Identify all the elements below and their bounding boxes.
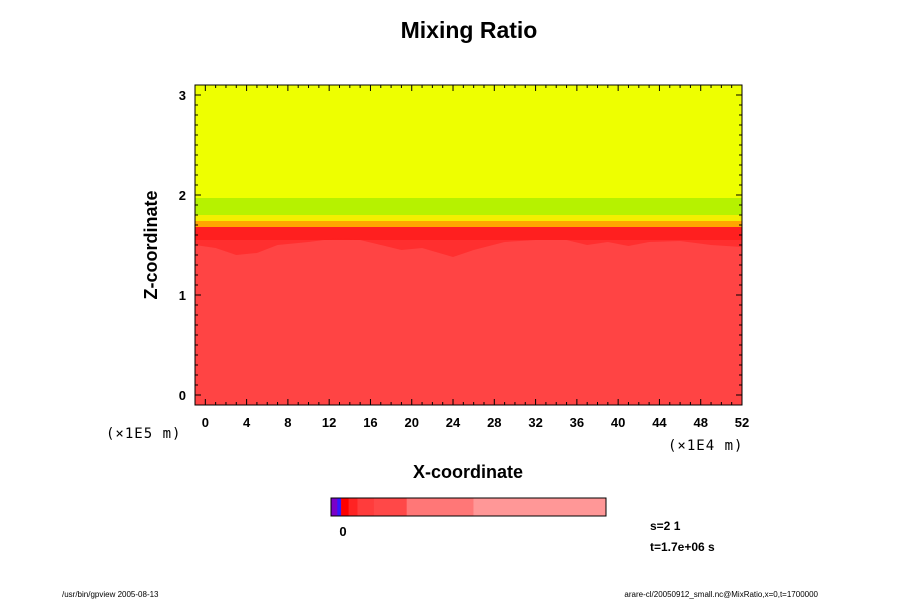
x-tick-label: 20 <box>405 415 419 430</box>
colorbar-segment <box>337 498 342 516</box>
x-tick-label: 12 <box>322 415 336 430</box>
x-axis-ticks: 0 4 8 12 16 20 24 28 32 36 40 44 48 52 <box>194 85 749 430</box>
layer-interface-orange <box>195 221 742 227</box>
x-tick-label: 32 <box>528 415 542 430</box>
x-axis-unit: (×1E4 m) <box>668 438 743 454</box>
colorbar-segment <box>473 498 607 516</box>
interface-mixing-zone <box>195 235 742 257</box>
time-label: t=1.7e+06 s <box>650 540 715 554</box>
mixing-ratio-field <box>195 85 742 405</box>
y-tick-label: 3 <box>179 88 186 103</box>
x-tick-label: 36 <box>570 415 584 430</box>
colorbar-segment <box>341 498 349 516</box>
y-tick-label: 0 <box>179 388 186 403</box>
s-label: s=2 1 <box>650 519 681 533</box>
x-tick-label: 8 <box>284 415 291 430</box>
y-axis-unit: (×1E5 m) <box>106 426 181 442</box>
x-tick-label: 28 <box>487 415 501 430</box>
colorbar-tick-label: 0 <box>339 524 346 539</box>
plot-area <box>194 84 743 406</box>
x-tick-label: 0 <box>202 415 209 430</box>
colorbar-segment <box>331 498 338 516</box>
x-axis-label: X-coordinate <box>413 462 523 482</box>
x-tick-label: 16 <box>363 415 377 430</box>
y-axis-ticks: 0 1 2 3 <box>179 84 742 406</box>
colorbar-frame <box>330 497 607 517</box>
chart-title: Mixing Ratio <box>401 17 538 43</box>
x-tick-label: 40 <box>611 415 625 430</box>
colorbar-segment <box>357 498 375 516</box>
footer-right: arare-cl/20050912_small.nc@MixRatio,x=0,… <box>624 590 818 599</box>
y-axis-label: Z-coordinate <box>141 190 161 299</box>
footer-left: /usr/bin/gpview 2005-08-13 <box>62 590 159 599</box>
layer-upper <box>195 85 742 198</box>
layer-lower <box>195 240 742 405</box>
y-tick-label: 1 <box>179 288 186 303</box>
x-tick-label: 4 <box>243 415 251 430</box>
x-tick-label: 44 <box>652 415 667 430</box>
x-tick-label: 52 <box>735 415 749 430</box>
x-tick-label: 48 <box>693 415 707 430</box>
x-tick-label: 24 <box>446 415 461 430</box>
layer-interface-green <box>195 198 742 215</box>
colorbar-segment <box>373 498 407 516</box>
y-tick-label: 2 <box>179 188 186 203</box>
colorbar-segment <box>406 498 474 516</box>
layer-interface-yellow <box>195 215 742 221</box>
colorbar <box>330 497 607 517</box>
colorbar-segment <box>348 498 358 516</box>
